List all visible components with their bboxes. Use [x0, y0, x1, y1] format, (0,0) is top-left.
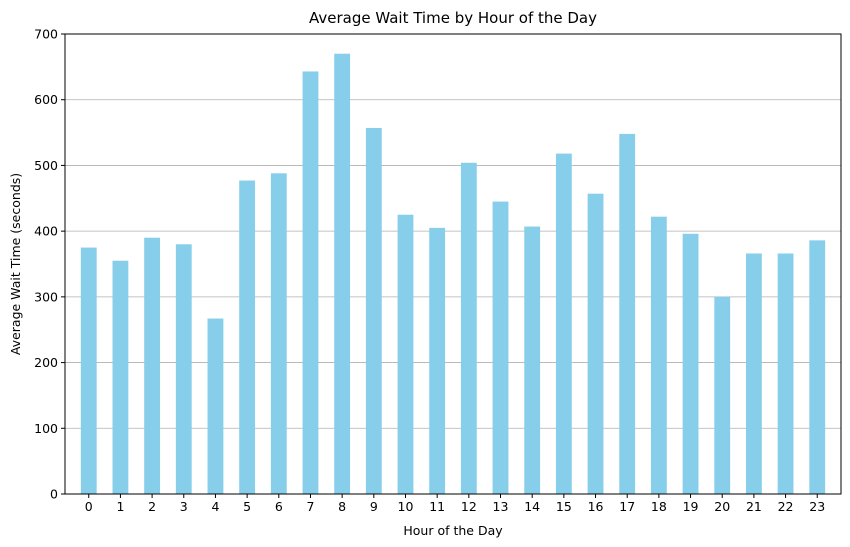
- bar-hour-14: [524, 226, 541, 495]
- bar-hour-23: [809, 240, 826, 494]
- bar-hour-15: [555, 153, 572, 494]
- gridlines: [65, 33, 841, 495]
- bar-hour-20: [714, 296, 731, 494]
- x-tick-label: 0: [85, 499, 93, 514]
- x-tick-label: 9: [370, 499, 378, 514]
- bar-hour-17: [619, 133, 636, 494]
- y-axis-ticks: 0 100 200 300 400 500 600 700: [34, 27, 65, 502]
- bar-hour-11: [429, 227, 446, 494]
- x-axis-ticks: 0 1 2 3 4 5 6 7 8 9 10 11 12 13 14 15 16 17 18 19 20 21 22 23: [85, 494, 825, 514]
- x-tick-label: 3: [180, 499, 188, 514]
- y-tick-label: 600: [34, 92, 58, 107]
- x-tick-label: 7: [306, 499, 314, 514]
- x-tick-label: 23: [809, 499, 825, 514]
- x-tick-label: 10: [398, 499, 414, 514]
- bar-hour-0: [80, 247, 97, 494]
- x-tick-label: 17: [619, 499, 635, 514]
- y-tick-label: 200: [34, 355, 58, 370]
- bar-hour-16: [587, 193, 604, 494]
- bar-hour-19: [682, 233, 699, 494]
- x-tick-label: 6: [275, 499, 283, 514]
- x-tick-label: 20: [714, 499, 730, 514]
- chart-title: Average Wait Time by Hour of the Day: [309, 9, 597, 27]
- y-axis-label: Average Wait Time (seconds): [8, 173, 23, 355]
- bar-hour-12: [460, 162, 477, 495]
- bar-hour-2: [144, 237, 161, 494]
- x-tick-label: 14: [524, 499, 540, 514]
- x-tick-label: 5: [243, 499, 251, 514]
- bar-hour-1: [112, 260, 129, 494]
- bar-hour-21: [745, 253, 762, 494]
- bar-hour-22: [777, 253, 794, 494]
- y-tick-label: 400: [34, 224, 58, 239]
- x-tick-label: 13: [493, 499, 509, 514]
- x-tick-label: 2: [148, 499, 156, 514]
- y-tick-label: 700: [34, 27, 58, 42]
- plot-frame: [64, 33, 842, 495]
- bar-hour-10: [397, 214, 414, 494]
- x-tick-label: 11: [429, 499, 445, 514]
- x-tick-label: 18: [651, 499, 667, 514]
- bar-hour-3: [175, 244, 192, 494]
- x-tick-label: 19: [683, 499, 699, 514]
- y-tick-label: 0: [50, 487, 58, 502]
- bar-hour-5: [239, 180, 256, 495]
- y-tick-label: 100: [34, 421, 58, 436]
- y-tick-label: 300: [34, 289, 58, 304]
- x-axis-label: Hour of the Day: [403, 523, 503, 538]
- bar-hour-13: [492, 201, 509, 495]
- x-tick-label: 16: [588, 499, 604, 514]
- x-tick-label: 4: [211, 499, 219, 514]
- x-tick-label: 8: [338, 499, 346, 514]
- x-tick-label: 21: [746, 499, 762, 514]
- bar-hour-18: [650, 216, 667, 494]
- y-tick-label: 500: [34, 158, 58, 173]
- x-tick-label: 15: [556, 499, 572, 514]
- x-tick-label: 12: [461, 499, 477, 514]
- bar-hour-7: [302, 71, 319, 494]
- bars-group: [80, 53, 826, 495]
- bar-hour-6: [270, 173, 287, 495]
- bar-hour-9: [365, 127, 382, 494]
- x-tick-label: 1: [116, 499, 124, 514]
- bar-hour-4: [207, 318, 224, 494]
- bar-hour-8: [334, 53, 351, 494]
- x-tick-label: 22: [778, 499, 794, 514]
